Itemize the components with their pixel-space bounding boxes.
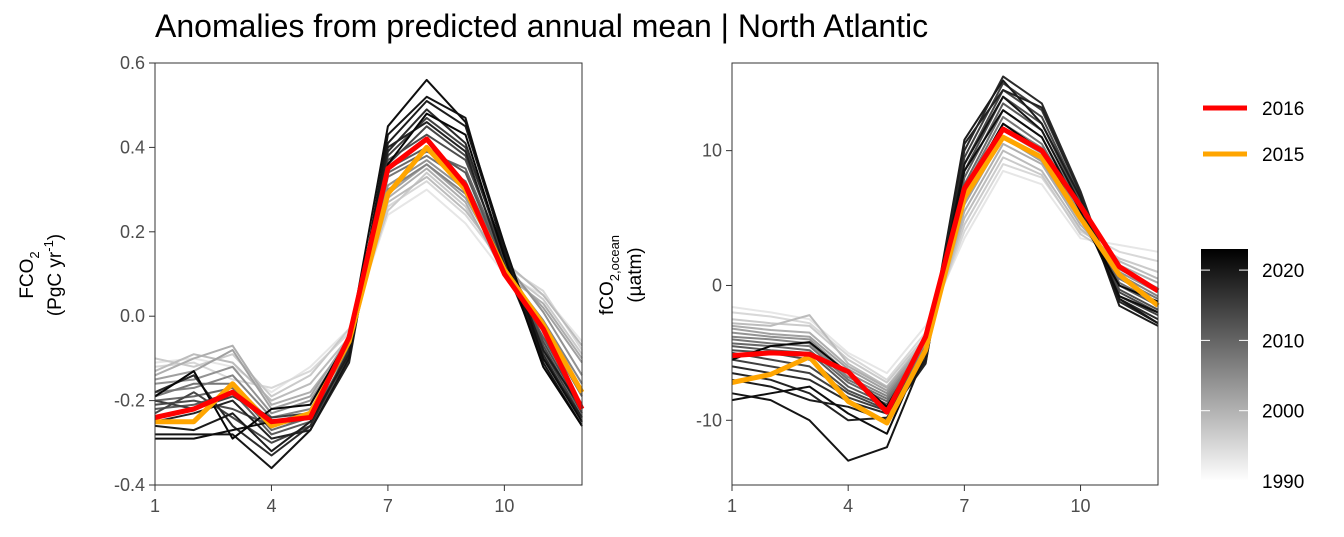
x-tick-label: 1 [150, 496, 160, 516]
panel-fco2-axes: 1 4 7 10 0.6 0.4 0.2 0.0 -0.2 -0.4 [114, 53, 514, 516]
series-line-2021 [155, 78, 583, 440]
legend-highlight-years: 2016 2015 [1203, 99, 1304, 166]
y-tick-label: 10 [702, 141, 722, 161]
ylabel-main: FCO [17, 259, 38, 299]
colorbar-gradient [1201, 249, 1248, 481]
ylabel-unit: (µatm) [625, 247, 646, 302]
panel-fco2-lines [154, 78, 585, 470]
x-tick-label: 7 [383, 496, 393, 516]
ylabel-unit-close: ) [45, 234, 66, 240]
panel-fco2-y-axis-title: FCO2 (PgC yr-1) [17, 234, 66, 316]
x-tick-label: 10 [1071, 496, 1091, 516]
panel-fco2-frame [154, 62, 583, 486]
ylabel-unit-sup: -1 [41, 240, 56, 252]
legend-label-2015: 2015 [1262, 145, 1304, 166]
y-tick-label: -10 [696, 410, 722, 430]
series-line-2016 [154, 136, 585, 425]
colorbar-label-1990: 1990 [1262, 472, 1304, 493]
legend-label-2016: 2016 [1262, 99, 1304, 120]
x-tick-label: 1 [727, 496, 737, 516]
legend-colorbar: 2020 2010 2000 1990 [1201, 249, 1304, 493]
series-line-2016 [731, 126, 1160, 415]
ylabel-sub: 2 [27, 251, 42, 258]
panel-fco2-ocean: 1 4 7 10 10 0 -10 fCO2,ocean (µatm) [597, 62, 1160, 516]
y-tick-label: 0 [712, 275, 722, 295]
ylabel-main: fCO [597, 281, 618, 315]
panel-fco2-ocean-axes: 1 4 7 10 10 0 -10 [696, 141, 1091, 516]
panel-fco2-ocean-y-axis-title: fCO2,ocean (µatm) [597, 235, 646, 315]
y-tick-label: 0.2 [120, 222, 145, 242]
colorbar-ticks: 2020 2010 2000 1990 [1201, 261, 1304, 493]
ylabel-sub: 2,ocean [607, 235, 622, 281]
ylabel-unit: (PgC yr [45, 251, 66, 316]
y-tick-label: 0.4 [120, 137, 145, 157]
colorbar-label-2000: 2000 [1262, 402, 1304, 423]
panel-fco2: 1 4 7 10 0.6 0.4 0.2 0.0 -0.2 -0.4 FCO2 (PgC yr-1) [17, 53, 585, 516]
y-tick-label: -0.4 [114, 475, 145, 495]
series-line-2019 [731, 79, 1159, 422]
colorbar-label-2010: 2010 [1262, 331, 1304, 352]
chart-title: Anomalies from predicted annual mean | N… [155, 8, 929, 44]
panel-fco2-ocean-frame [731, 62, 1159, 486]
x-tick-label: 10 [494, 496, 514, 516]
y-tick-label: -0.2 [114, 391, 145, 411]
x-tick-label: 4 [843, 496, 853, 516]
x-tick-label: 7 [959, 496, 969, 516]
x-tick-label: 4 [266, 496, 276, 516]
series-line-2015 [731, 134, 1160, 426]
panel-fco2-ocean-lines [731, 75, 1160, 462]
colorbar-label-2020: 2020 [1262, 261, 1304, 282]
y-tick-label: 0.0 [120, 306, 145, 326]
y-tick-label: 0.6 [120, 53, 145, 73]
